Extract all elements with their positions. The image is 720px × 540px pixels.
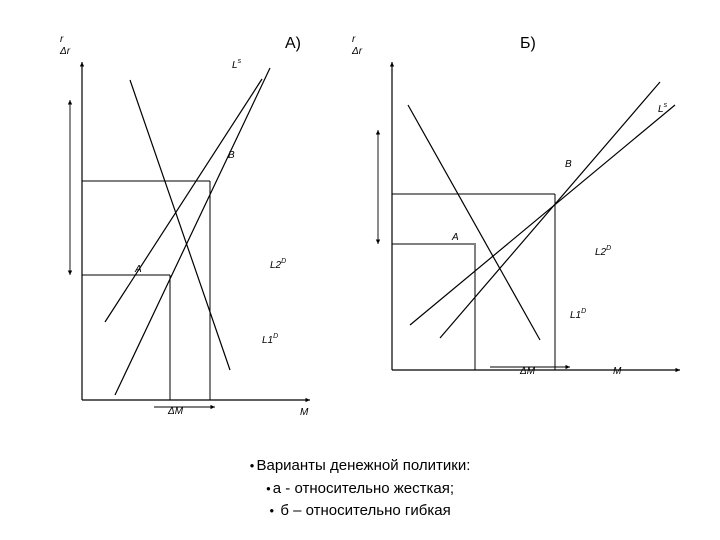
svg-text:Δr: Δr (59, 46, 71, 57)
svg-text:Б): Б) (520, 35, 536, 52)
svg-text:A: A (451, 232, 459, 243)
svg-text:M: M (613, 366, 622, 377)
svg-text:r: r (60, 34, 64, 45)
svg-text:M: M (300, 407, 309, 418)
caption-line: ●а - относительно жесткая; (0, 478, 720, 501)
svg-text:L2D: L2D (270, 258, 286, 271)
svg-text:ΔM: ΔM (167, 406, 184, 417)
svg-text:L1D: L1D (262, 333, 278, 346)
svg-text:А): А) (285, 35, 301, 52)
svg-text:L2D: L2D (595, 245, 611, 258)
caption-line: ● б – относительно гибкая (0, 500, 720, 523)
svg-text:ΔM: ΔM (519, 366, 536, 377)
svg-text:B: B (565, 159, 572, 170)
caption-block: ●Варианты денежной политики:●а - относит… (0, 455, 720, 523)
svg-text:r: r (352, 34, 356, 45)
svg-text:L1D: L1D (570, 308, 586, 321)
svg-text:Ls: Ls (232, 58, 242, 71)
svg-text:B: B (228, 150, 235, 161)
svg-text:Δr: Δr (351, 46, 363, 57)
caption-line: ●Варианты денежной политики: (0, 455, 720, 478)
svg-text:A: A (134, 264, 142, 275)
